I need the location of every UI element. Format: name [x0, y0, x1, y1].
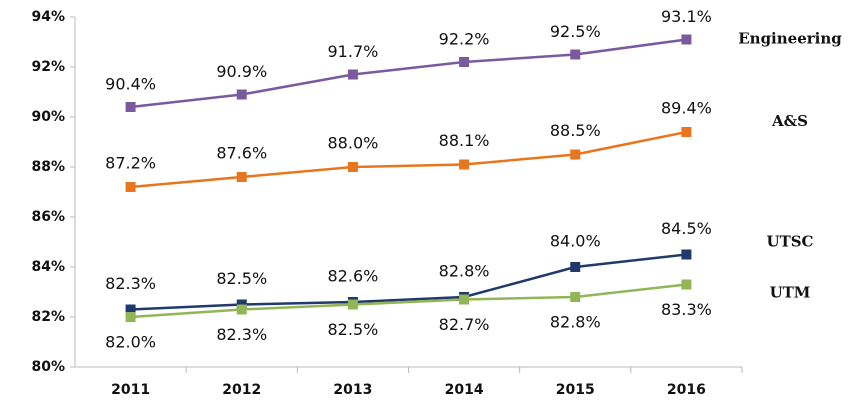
data-label: 91.7% [328, 42, 379, 61]
data-label: 90.9% [216, 62, 267, 81]
point-marker [681, 249, 692, 260]
data-label: 82.3% [216, 325, 267, 344]
data-label: 89.4% [661, 99, 712, 118]
series-line [130, 38, 687, 109]
data-label: 90.4% [105, 75, 156, 94]
x-tick-label: 2016 [667, 382, 706, 398]
point-marker [459, 159, 470, 170]
data-label: 82.8% [550, 313, 601, 332]
data-label: 84.5% [661, 219, 712, 238]
data-label: 82.0% [105, 333, 156, 352]
point-marker [459, 294, 470, 305]
series-name: UTSC [766, 233, 813, 251]
data-label: 92.2% [439, 30, 490, 49]
point-marker [125, 304, 136, 315]
series-name: A&S [771, 112, 808, 130]
y-tick-label: 84% [31, 259, 65, 275]
data-label: 92.5% [550, 22, 601, 41]
y-tick-label: 90% [31, 109, 65, 125]
series-line [130, 253, 687, 311]
data-label: 82.7% [439, 315, 490, 334]
point-marker [125, 312, 136, 322]
data-label: 83.3% [661, 300, 712, 319]
point-marker [125, 182, 136, 192]
y-tick-label: 92% [31, 59, 65, 75]
x-tick-label: 2011 [111, 382, 150, 398]
x-tick-label: 2013 [333, 382, 372, 398]
data-label: 88.1% [439, 131, 490, 150]
point-marker [681, 34, 692, 45]
point-marker [459, 57, 470, 67]
y-tick-label: 94% [31, 9, 65, 25]
data-label: 88.5% [550, 121, 601, 140]
series-name: Engineering [738, 30, 842, 48]
point-marker [570, 149, 581, 160]
point-marker [347, 299, 358, 310]
y-tick-label: 80% [31, 359, 65, 375]
data-label: 82.8% [439, 262, 490, 281]
point-marker [347, 162, 358, 172]
data-label: 84.0% [550, 232, 601, 251]
data-label: 87.6% [216, 144, 267, 163]
data-label: 88.0% [328, 134, 379, 153]
data-label: 82.3% [105, 274, 156, 293]
x-tick-label: 2015 [556, 382, 595, 398]
point-marker [570, 292, 581, 302]
point-marker [236, 172, 247, 182]
data-label: 82.5% [216, 269, 267, 288]
data-label: 82.5% [328, 320, 379, 339]
point-marker [236, 304, 247, 315]
point-marker [347, 69, 358, 80]
point-marker [236, 89, 247, 100]
y-tick-label: 82% [31, 309, 65, 325]
data-label: 82.6% [328, 267, 379, 286]
y-tick-label: 88% [31, 159, 65, 175]
point-marker [681, 127, 692, 137]
point-marker [570, 49, 581, 60]
series-line [130, 130, 687, 189]
data-label: 87.2% [105, 154, 156, 173]
x-tick-label: 2012 [222, 382, 261, 398]
point-marker [681, 279, 692, 290]
series-line [130, 283, 687, 319]
data-label: 93.1% [661, 7, 712, 26]
series-name: UTM [770, 284, 811, 302]
point-marker [570, 262, 581, 272]
y-tick-label: 86% [31, 209, 65, 225]
point-marker [125, 102, 136, 112]
x-tick-label: 2014 [445, 382, 484, 398]
